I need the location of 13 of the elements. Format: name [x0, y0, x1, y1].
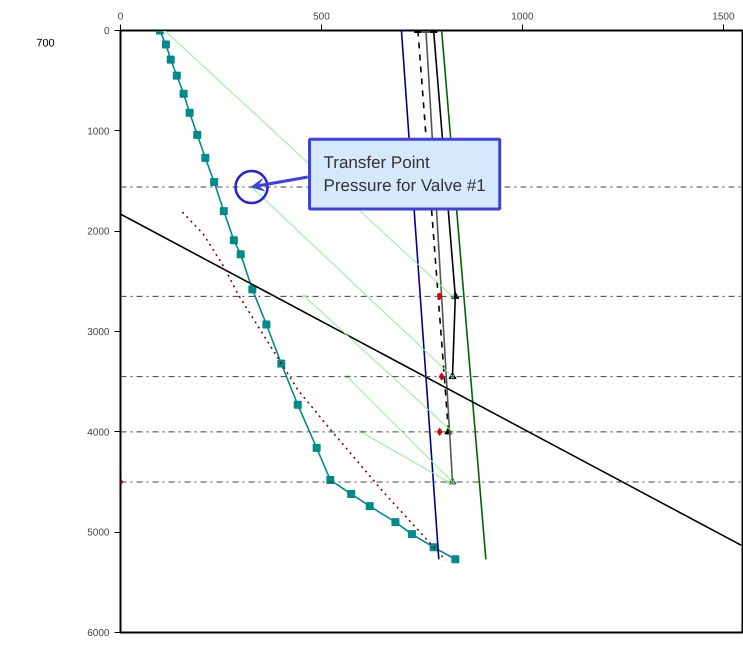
x-tick-label: 0 [118, 12, 124, 22]
y-tick-label: 4000 [87, 427, 110, 438]
y-tick-label: 2000 [87, 226, 110, 238]
y-tick-label: 1000 [87, 126, 110, 138]
x-tick-label: 1500 [712, 12, 735, 22]
y-tick-label: 6000 [87, 628, 110, 639]
x-tick-label: 1000 [511, 12, 534, 22]
y-tick-label: 0 [104, 26, 110, 37]
text: 700 [36, 38, 55, 50]
x-tick-label: 500 [313, 12, 330, 22]
annotation: Transfer Point Pressure for Valve #1 [324, 153, 486, 196]
y-tick-label: 5000 [87, 528, 110, 539]
y-tick-label: 3000 [87, 327, 110, 338]
